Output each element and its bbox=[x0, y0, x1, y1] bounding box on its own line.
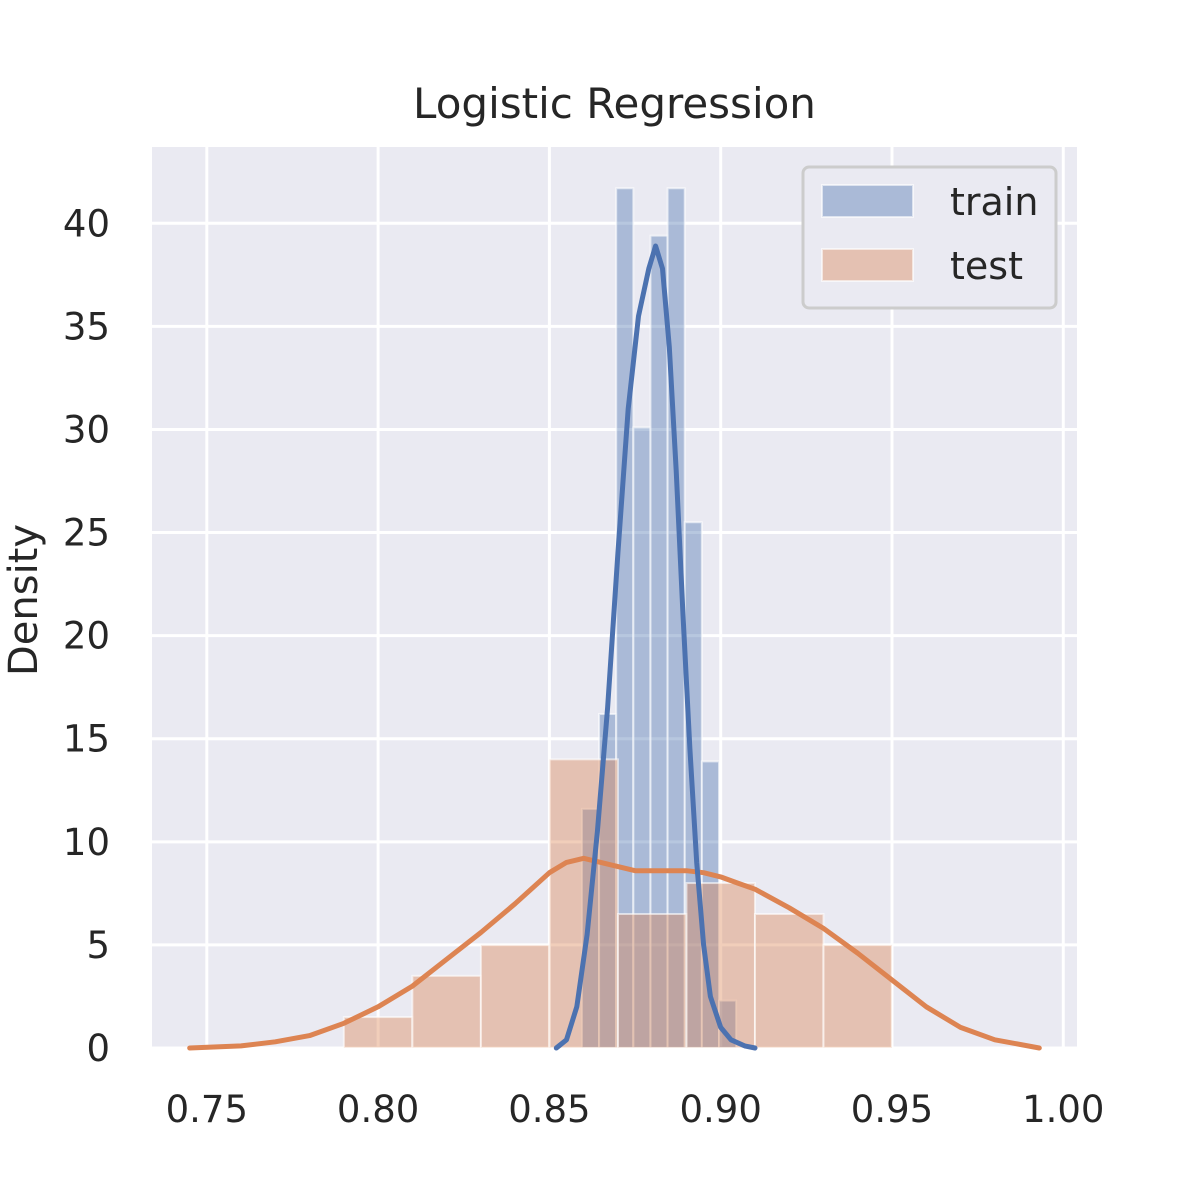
y-tick-label: 20 bbox=[63, 615, 110, 658]
test-legend-label: test bbox=[950, 244, 1023, 288]
kde-curves bbox=[187, 243, 1042, 1051]
test-kde-line bbox=[187, 855, 1042, 1051]
test-histogram-bar bbox=[753, 912, 825, 1050]
y-tick-label: 25 bbox=[63, 512, 110, 555]
x-tick-label: 0.75 bbox=[166, 1088, 248, 1131]
train-legend-label: train bbox=[950, 180, 1038, 224]
y-tick-label: 40 bbox=[63, 202, 110, 245]
train-kde-line bbox=[553, 243, 758, 1051]
histogram-bars bbox=[342, 187, 894, 1050]
y-tick-label: 10 bbox=[63, 821, 110, 864]
test-histogram-bar bbox=[822, 943, 894, 1050]
test-histogram-bar bbox=[548, 758, 619, 1049]
x-tick-label: 0.85 bbox=[508, 1088, 590, 1131]
chart-title: Logistic Regression bbox=[413, 79, 816, 128]
legend-frame bbox=[801, 165, 1058, 310]
y-axis-label: Density bbox=[1, 524, 47, 676]
y-tick-label: 5 bbox=[86, 924, 110, 967]
x-tick-label: 0.90 bbox=[680, 1088, 762, 1131]
train-legend-swatch bbox=[821, 184, 914, 218]
test-histogram-bar bbox=[616, 912, 688, 1050]
y-tick-label: 30 bbox=[63, 408, 110, 451]
x-tick-label: 0.95 bbox=[851, 1088, 933, 1131]
y-tick-label: 35 bbox=[63, 305, 110, 348]
legend: train test bbox=[801, 165, 1058, 310]
x-tick-label: 1.00 bbox=[1022, 1088, 1104, 1131]
test-histogram-bar bbox=[479, 943, 551, 1050]
tick-labels: 0.75 0.80 0.85 0.90 0.95 1.00 0 5 10 15 20 25 30 35 40 bbox=[63, 202, 1105, 1131]
y-tick-label: 0 bbox=[86, 1027, 110, 1070]
y-tick-label: 15 bbox=[63, 718, 110, 761]
x-tick-label: 0.80 bbox=[337, 1088, 419, 1131]
test-histogram-bar bbox=[342, 1016, 414, 1050]
test-histogram-bar bbox=[411, 974, 482, 1049]
test-legend-swatch bbox=[821, 248, 914, 282]
